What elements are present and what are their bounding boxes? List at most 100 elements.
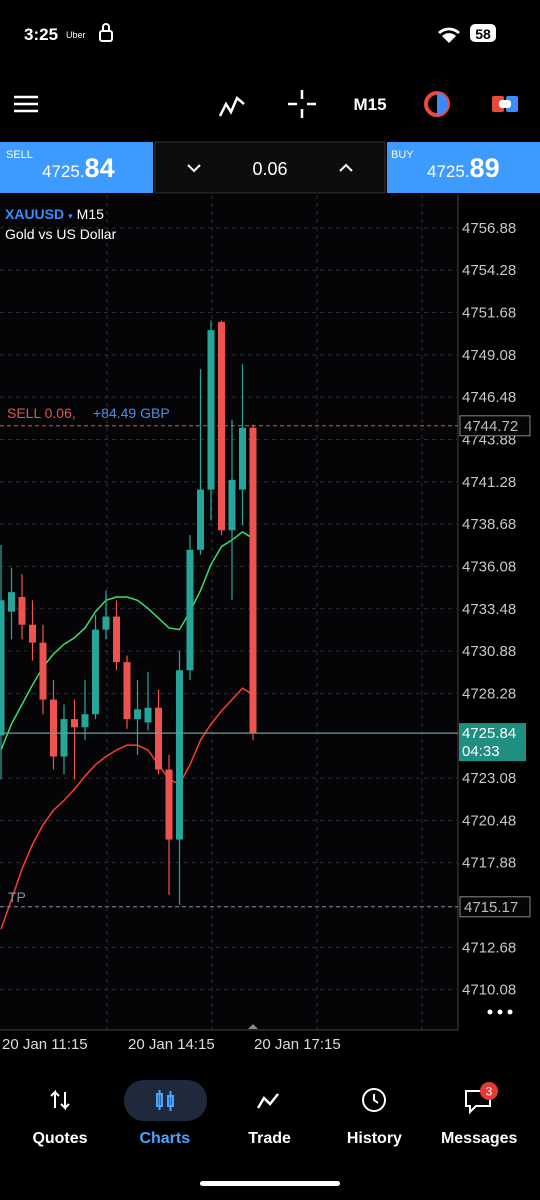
indicators-button[interactable] — [218, 95, 245, 117]
candle-body — [92, 629, 99, 715]
tp-value: 4715.17 — [464, 899, 518, 916]
crosshair-button[interactable] — [288, 90, 316, 118]
lot-increase[interactable] — [339, 163, 353, 172]
candle-body — [39, 642, 47, 700]
candle-body — [102, 616, 110, 630]
sell-price-main: 4725. — [42, 162, 85, 181]
nav-tab[interactable]: Trade — [248, 1130, 291, 1147]
more-button[interactable] — [487, 1009, 513, 1015]
candle-body — [176, 670, 183, 840]
y-tick-label: 4756.88 — [462, 220, 516, 237]
bid-value: 4725.84 — [462, 725, 516, 742]
candle-body — [155, 707, 162, 770]
y-tick-label: 4733.48 — [462, 601, 516, 618]
battery-level: 58 — [475, 26, 491, 42]
nav-tab[interactable]: Quotes — [32, 1130, 87, 1147]
candle-body — [18, 597, 26, 625]
nav-tab[interactable]: History — [347, 1130, 402, 1147]
lock-icon — [99, 23, 113, 42]
status-time: 3:25 — [24, 25, 58, 44]
history-chart-button[interactable] — [424, 91, 450, 117]
position-side-lot: SELL 0.06, — [7, 405, 76, 421]
tp-label: TP — [8, 889, 26, 905]
candle-body — [113, 616, 120, 663]
moving-average — [0, 687, 254, 930]
y-tick-label: 4730.88 — [462, 643, 516, 660]
history-icon — [362, 1088, 386, 1112]
candle-body — [218, 321, 225, 531]
chart-timeframe: M15 — [77, 206, 104, 222]
chart-header: XAUUSD ▾ M15 — [5, 206, 104, 222]
candle-body — [134, 709, 141, 720]
wifi-icon — [438, 27, 460, 43]
y-tick-label: 4738.68 — [462, 516, 516, 533]
y-tick-label: 4720.48 — [462, 812, 516, 829]
nav-tab[interactable]: Messages — [441, 1130, 518, 1147]
y-tick-label: 4741.28 — [462, 474, 516, 491]
candle-body — [228, 479, 236, 531]
candle-body — [249, 427, 257, 734]
lot-panel — [154, 141, 386, 194]
x-tick-label: 20 Jan 11:15 — [2, 1036, 88, 1053]
symbol-description: Gold vs US Dollar — [5, 226, 117, 242]
candle-body — [239, 427, 246, 490]
nav-tab[interactable]: Charts — [139, 1130, 190, 1147]
y-tick-label: 4717.88 — [462, 855, 516, 872]
plot-area — [0, 195, 458, 1030]
sell-price: 4725.84 — [42, 153, 115, 183]
battery — [470, 24, 496, 42]
y-tick-label: 4723.08 — [462, 770, 516, 787]
y-tick-label: 4736.08 — [462, 558, 516, 575]
candle-body — [207, 330, 215, 490]
candle-body — [8, 592, 15, 612]
position-value: 4744.72 — [464, 418, 518, 435]
chart: 4756.884754.284751.684749.084746.484743.… — [0, 220, 531, 1053]
y-tick-label: 4749.08 — [462, 347, 516, 364]
buy-label: BUY — [391, 149, 414, 161]
candle-body — [186, 549, 194, 671]
messages-badge: 3 — [486, 1085, 493, 1099]
position-profit: +84.49 GBP — [93, 405, 170, 421]
home-indicator — [200, 1181, 340, 1186]
x-tick-label: 20 Jan 14:15 — [128, 1036, 215, 1053]
bid-countdown: 04:33 — [462, 743, 500, 760]
y-tick-label: 4751.68 — [462, 305, 516, 322]
badge — [480, 1082, 498, 1100]
candle-body — [71, 719, 78, 728]
candle-body — [81, 714, 89, 728]
candle-body — [29, 624, 36, 643]
charts-icon — [156, 1090, 174, 1111]
x-tick-label: 20 Jan 17:15 — [254, 1036, 341, 1053]
buy-button[interactable] — [387, 142, 540, 193]
sell-button[interactable] — [0, 142, 153, 193]
y-tick-label: 4746.48 — [462, 389, 516, 406]
y-tick-label: 4728.28 — [462, 685, 516, 702]
active-tab-pill — [124, 1080, 207, 1121]
candle-body — [144, 707, 152, 723]
trade-button[interactable] — [492, 96, 518, 112]
sell-price-big: 84 — [85, 153, 115, 183]
bottom-nav: Quotes Charts Trade History Messages — [32, 1130, 517, 1147]
y-tick-label: 4712.68 — [462, 939, 516, 956]
candle-body — [0, 600, 5, 736]
symbol: XAUUSD — [5, 206, 64, 222]
lot-decrease[interactable] — [187, 164, 201, 173]
buy-price: 4725.89 — [427, 153, 500, 183]
lot-size[interactable]: 0.06 — [252, 159, 287, 179]
candle-body — [165, 769, 173, 840]
buy-price-big: 89 — [470, 153, 500, 183]
y-tick-label: 4754.28 — [462, 262, 516, 279]
timeframe-button[interactable]: M15 — [353, 95, 386, 114]
y-tick-label: 4710.08 — [462, 982, 516, 999]
menu-button[interactable] — [14, 95, 38, 113]
quotes-icon — [50, 1089, 70, 1111]
position-box — [459, 415, 531, 437]
sell-label: SELL — [6, 149, 33, 161]
current-bar-marker — [248, 1024, 258, 1029]
tp-box — [459, 896, 531, 918]
candle-body — [60, 719, 68, 757]
bid-box — [459, 723, 526, 762]
candle-body — [50, 699, 57, 757]
